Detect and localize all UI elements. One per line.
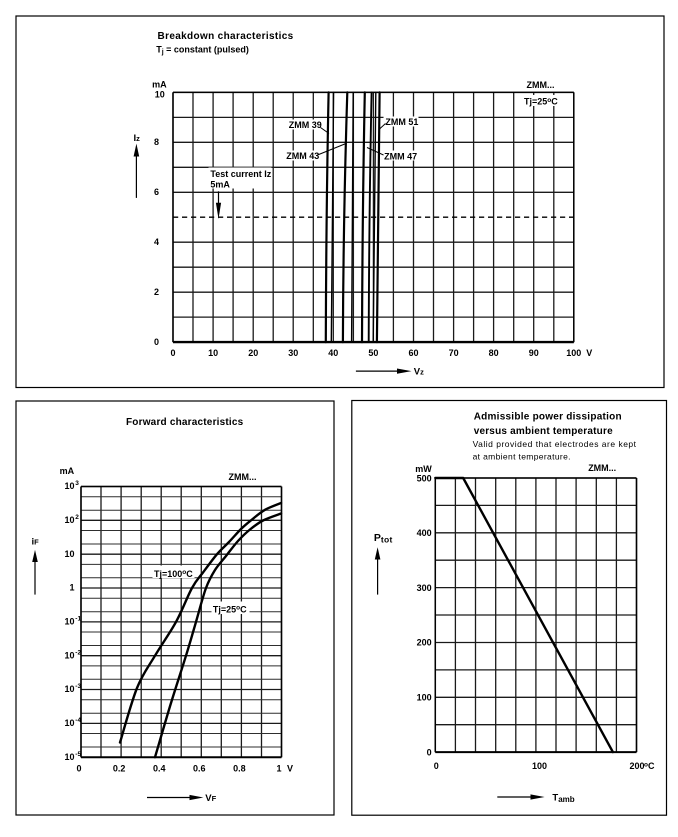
svg-text:0.2: 0.2 <box>113 764 126 774</box>
svg-text:10: 10 <box>64 549 74 559</box>
svg-text:10: 10 <box>64 617 74 627</box>
svg-text:-2: -2 <box>75 649 81 656</box>
svg-text:50: 50 <box>368 348 378 358</box>
svg-text:30: 30 <box>288 348 298 358</box>
svg-text:100: 100 <box>417 693 432 703</box>
svg-text:3: 3 <box>75 480 79 487</box>
svg-text:5mA: 5mA <box>210 179 230 189</box>
svg-text:Tj = constant (pulsed): Tj = constant (pulsed) <box>156 44 249 56</box>
svg-text:ZMM...: ZMM... <box>588 463 616 473</box>
svg-text:10: 10 <box>64 650 74 660</box>
svg-text:mA: mA <box>152 80 167 90</box>
svg-text:0: 0 <box>434 761 439 771</box>
svg-text:80: 80 <box>489 348 499 358</box>
svg-text:Tj=100oC: Tj=100oC <box>154 569 193 579</box>
svg-text:-1: -1 <box>75 616 81 623</box>
svg-text:Tamb: Tamb <box>552 792 574 804</box>
svg-text:V: V <box>586 348 592 358</box>
svg-text:0.4: 0.4 <box>153 764 166 774</box>
svg-text:Tj=25oC: Tj=25oC <box>213 605 247 615</box>
svg-text:Test current Iz: Test current Iz <box>210 169 271 179</box>
svg-text:8: 8 <box>154 137 159 147</box>
svg-text:1: 1 <box>69 583 74 593</box>
svg-text:mA: mA <box>60 466 75 476</box>
svg-text:at ambient temperature.: at ambient temperature. <box>473 451 571 461</box>
svg-text:1: 1 <box>276 764 281 774</box>
svg-text:10: 10 <box>64 752 74 762</box>
svg-text:10: 10 <box>208 348 218 358</box>
svg-text:-5: -5 <box>75 751 81 758</box>
svg-text:ZMM 39: ZMM 39 <box>289 120 322 130</box>
svg-text:versus ambient temperature: versus ambient temperature <box>474 426 613 437</box>
svg-text:V: V <box>287 764 293 774</box>
svg-text:200: 200 <box>417 638 432 648</box>
svg-text:Vz: Vz <box>414 366 424 377</box>
svg-text:Breakdown characteristics: Breakdown characteristics <box>158 31 294 42</box>
svg-text:300: 300 <box>417 583 432 593</box>
svg-text:ZMM...: ZMM... <box>229 472 257 482</box>
svg-text:0: 0 <box>170 348 175 358</box>
svg-text:ZMM 47: ZMM 47 <box>384 152 417 162</box>
svg-text:10: 10 <box>64 515 74 525</box>
svg-text:ZMM 43: ZMM 43 <box>286 151 319 161</box>
svg-text:-4: -4 <box>75 717 81 724</box>
svg-text:200: 200 <box>629 761 644 771</box>
svg-text:20: 20 <box>248 348 258 358</box>
svg-text:4: 4 <box>154 237 159 247</box>
svg-text:10: 10 <box>155 89 165 99</box>
svg-text:2: 2 <box>75 514 79 521</box>
svg-text:100: 100 <box>566 348 581 358</box>
svg-text:Valid provided that electrodes: Valid provided that electrodes are kept <box>473 439 637 449</box>
svg-text:Admissible power dissipation: Admissible power dissipation <box>474 411 622 422</box>
svg-text:ZMM 51: ZMM 51 <box>385 117 418 127</box>
svg-text:oC: oC <box>644 761 655 771</box>
svg-text:10: 10 <box>64 481 74 491</box>
svg-text:10: 10 <box>64 718 74 728</box>
svg-text:90: 90 <box>529 348 539 358</box>
svg-text:Iz: Iz <box>134 133 141 144</box>
svg-text:ZMM...: ZMM... <box>527 80 555 90</box>
svg-text:60: 60 <box>408 348 418 358</box>
svg-text:0.8: 0.8 <box>233 764 246 774</box>
svg-text:Tj=25oC: Tj=25oC <box>524 97 558 107</box>
svg-text:0: 0 <box>76 764 81 774</box>
svg-text:-3: -3 <box>75 683 81 690</box>
svg-text:2: 2 <box>154 287 159 297</box>
svg-text:iF: iF <box>32 537 40 548</box>
svg-text:100: 100 <box>532 761 547 771</box>
svg-text:mW: mW <box>415 464 432 474</box>
svg-text:70: 70 <box>449 348 459 358</box>
svg-text:10: 10 <box>64 684 74 694</box>
svg-text:6: 6 <box>154 187 159 197</box>
svg-text:0: 0 <box>154 337 159 347</box>
svg-text:400: 400 <box>417 528 432 538</box>
svg-text:40: 40 <box>328 348 338 358</box>
svg-text:Ptot: Ptot <box>374 532 393 545</box>
svg-text:0: 0 <box>427 747 432 757</box>
svg-text:Forward characteristics: Forward characteristics <box>126 417 244 428</box>
svg-text:VF: VF <box>205 793 216 804</box>
svg-text:500: 500 <box>417 473 432 483</box>
svg-text:0.6: 0.6 <box>193 764 206 774</box>
